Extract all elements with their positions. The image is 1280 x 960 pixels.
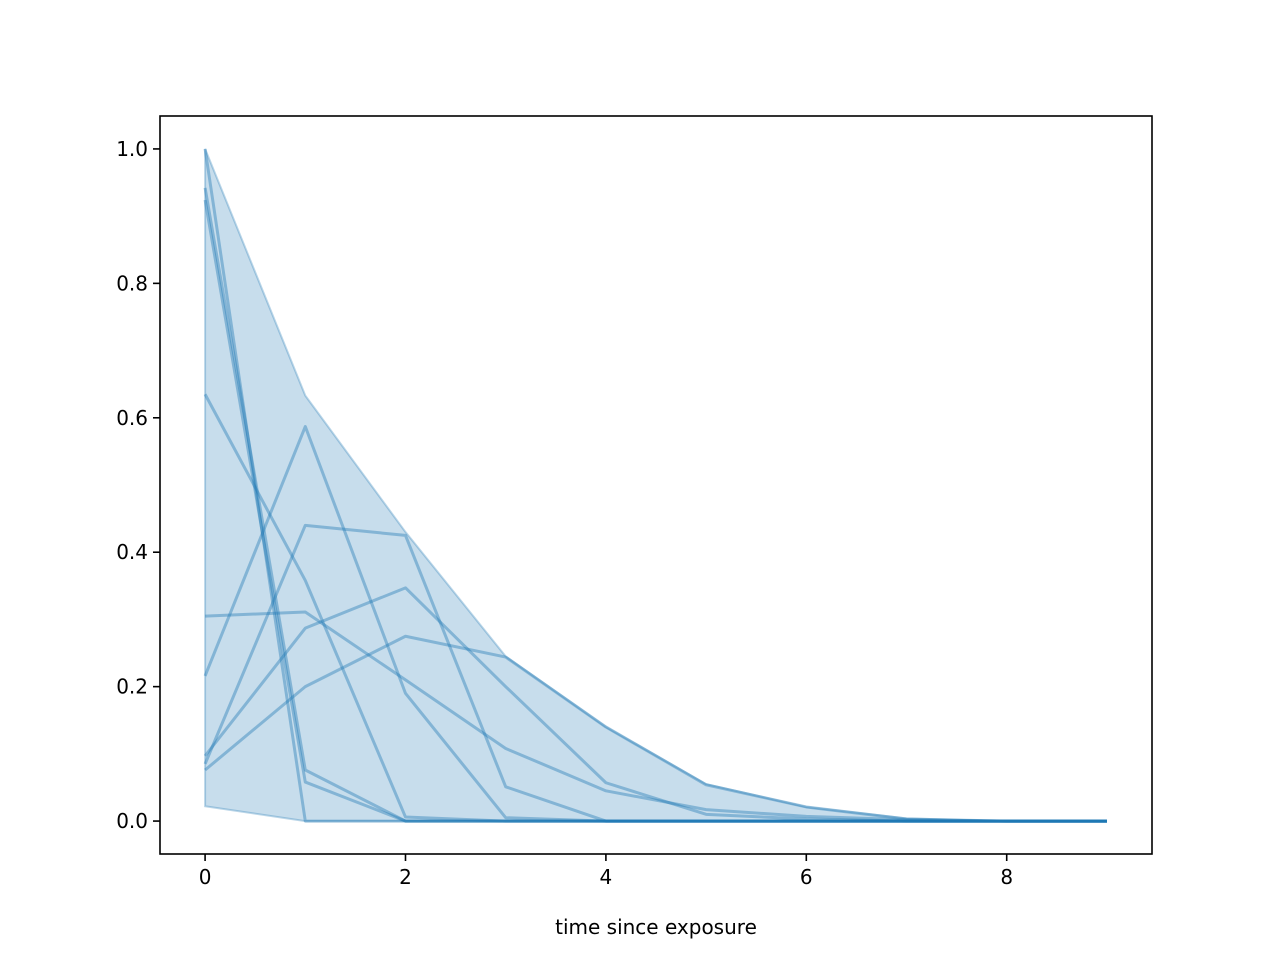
y-tick-label: 0.0 <box>116 809 148 833</box>
x-tick-label: 6 <box>800 865 813 889</box>
series-line-6 <box>205 610 1107 823</box>
x-tick-label: 2 <box>399 865 412 889</box>
series-line-9 <box>204 634 1107 823</box>
series-line-7 <box>203 523 1107 823</box>
x-axis-label: time since exposure <box>555 915 757 939</box>
series-line-8 <box>203 586 1107 823</box>
y-tick-label: 0.2 <box>116 675 148 699</box>
x-tick-label: 0 <box>199 865 212 889</box>
series-line-4 <box>203 393 1107 823</box>
series-line-5 <box>203 425 1107 823</box>
axes-frame <box>159 115 1153 855</box>
x-tick-label: 4 <box>600 865 613 889</box>
x-tick-label: 8 <box>1000 865 1013 889</box>
y-tick-label: 1.0 <box>116 137 148 161</box>
y-tick-label: 0.6 <box>116 406 148 430</box>
series-line-3 <box>203 199 1107 823</box>
x-axis: 0 2 4 6 8 <box>199 854 1013 889</box>
series-line-2 <box>203 187 1107 823</box>
confidence-band <box>204 148 1107 823</box>
plot-area <box>203 148 1107 823</box>
series-line-1 <box>203 148 1107 823</box>
y-tick-label: 0.8 <box>116 271 148 295</box>
y-axis: 0.0 0.2 0.4 0.6 0.8 1.0 <box>116 137 160 833</box>
y-tick-label: 0.4 <box>116 540 148 564</box>
